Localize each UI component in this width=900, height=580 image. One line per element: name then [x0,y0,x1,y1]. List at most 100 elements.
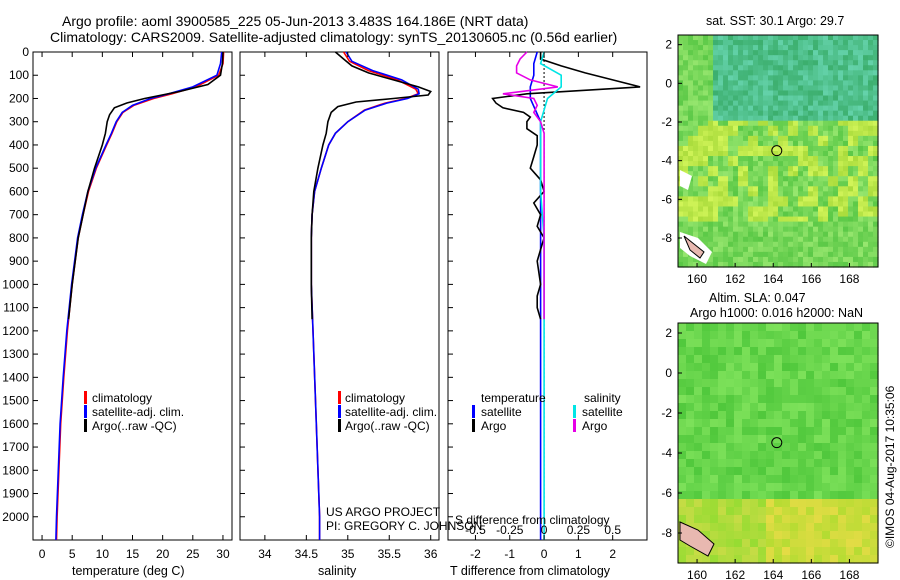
heatmap-cell [748,221,754,228]
heatmap-cell [873,166,879,172]
heatmap-cell [848,50,854,56]
heatmap-cell [738,115,744,122]
heatmap-cell [698,176,704,182]
heatmap-cell [788,176,794,182]
heatmap-cell [828,60,834,66]
heatmap-cell [863,166,869,172]
heatmap-cell [763,125,769,132]
heatmap-cell [870,339,879,348]
heatmap-cell [854,419,863,428]
heatmap-cell [803,60,809,66]
heatmap-cell [806,507,815,516]
heatmap-cell [726,515,735,524]
heatmap-cell [698,60,704,66]
heatmap-cell [743,211,749,218]
heatmap-cell [683,45,689,51]
heatmap-cell [808,145,814,152]
heatmap-cell [678,60,684,66]
heatmap-cell [758,115,764,122]
heatmap-cell [863,211,869,218]
heatmap-cell [753,80,759,87]
heatmap-cell [848,65,854,71]
heatmap-cell [758,435,767,444]
legend-t-argo-label: Argo [481,419,507,433]
heatmap-cell [743,231,749,238]
heatmap-cell [813,261,819,268]
heatmap-cell [743,115,749,122]
heatmap-cell [798,120,804,127]
heatmap-cell [758,427,767,436]
heatmap-cell [768,40,774,46]
heatmap-cell [733,115,739,122]
heatmap-cell [862,459,871,468]
heatmap-cell [734,403,743,412]
sla-map-y-ticks: 20-2-4-6-8 [661,326,682,540]
heatmap-cell [846,331,855,340]
heatmap-cell [768,171,774,177]
heatmap-cell [708,55,714,61]
heatmap-cell [803,241,809,248]
heatmap-cell [728,120,734,127]
heatmap-cell [790,331,799,340]
heatmap-cell [733,246,739,253]
heatmap-cell [693,196,699,203]
heatmap-cell [686,395,695,404]
heatmap-cell [713,40,719,46]
heatmap-cell [713,95,719,102]
x-tick-label: 35.5 [378,547,402,561]
heatmap-cell [743,40,749,46]
heatmap-cell [726,371,735,380]
heatmap-cell [843,55,849,61]
heatmap-cell [773,75,779,81]
heatmap-cell [814,331,823,340]
heatmap-cell [843,231,849,238]
y-tick-label: 1000 [2,277,29,291]
heatmap-cell [788,120,794,127]
heatmap-cell [848,40,854,46]
heatmap-cell [758,411,767,420]
heatmap-cell [718,60,724,66]
heatmap-cell [868,251,874,258]
heatmap-cell [814,547,823,556]
heatmap-cell [686,555,695,564]
heatmap-cell [678,90,684,97]
heatmap-cell [873,35,879,41]
heatmap-cell [763,241,769,248]
heatmap-cell [688,181,694,187]
heatmap-cell [728,231,734,238]
heatmap-cell [723,191,729,197]
heatmap-cell [734,411,743,420]
heatmap-cell [798,125,804,132]
heatmap-cell [738,211,744,218]
heatmap-cell [738,246,744,253]
heatmap-cell [828,100,834,107]
heatmap-cell [702,507,711,516]
heatmap-cell [843,241,849,248]
heatmap-cell [822,555,831,564]
heatmap-cell [833,85,839,92]
heatmap-cell [848,120,854,127]
heatmap-cell [833,90,839,97]
heatmap-cell [843,191,849,197]
heatmap-cell [750,403,759,412]
heatmap-cell [708,171,714,177]
heatmap-cell [686,323,695,332]
heatmap-cell [828,236,834,243]
heatmap-cell [783,35,789,41]
heatmap-cell [694,371,703,380]
heatmap-cell [698,90,704,97]
heatmap-cell [683,125,689,132]
heatmap-cell [703,115,709,122]
heatmap-cell [803,50,809,56]
heatmap-cell [693,201,699,208]
heatmap-cell [768,151,774,157]
heatmap-cell [713,100,719,107]
heatmap-cell [793,50,799,56]
heatmap-cell [683,251,689,258]
heatmap-cell [734,339,743,348]
x-top-tick-label: -0.5 [465,523,486,537]
heatmap-cell [833,231,839,238]
heatmap-cell [868,125,874,132]
heatmap-cell [773,206,779,213]
heatmap-cell [803,75,809,81]
